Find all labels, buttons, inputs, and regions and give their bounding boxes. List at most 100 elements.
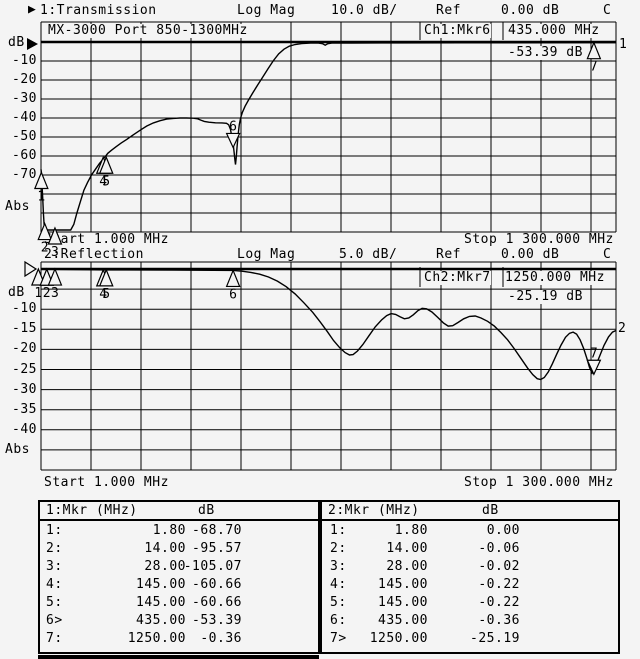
active-channel-arrow-icon: ▶ [28, 2, 37, 17]
marker-table-row: 7> 1250.00 -25.19 [322, 629, 618, 647]
marker-db-value: -95.57 [192, 541, 242, 556]
ch1-stop-freq: Stop 1 300.000 MHz [464, 232, 614, 247]
marker-db-value: -0.22 [478, 577, 520, 592]
marker-number: 5: [46, 595, 63, 610]
marker-frequency: 435.00 [136, 613, 186, 628]
ch2-y-axis-label: -25 [12, 361, 37, 377]
marker-frequency: 145.00 [378, 595, 428, 610]
ch1-marker-value: -53.39 dB [508, 45, 583, 60]
ch2-ref-arrow-icon [24, 260, 38, 278]
ch1-y-axis-label: -70 [12, 167, 37, 182]
marker-frequency: 28.00 [144, 559, 186, 574]
marker-number: 1: [330, 523, 347, 538]
ch2-abs-label: Abs [5, 442, 30, 457]
table1-title: 1:Mkr (MHz) [46, 503, 138, 518]
ch2-scale: 5.0 dB/ [339, 247, 398, 262]
marker-db-value: -25.19 [470, 631, 520, 646]
marker-db-value: -68.70 [192, 523, 242, 538]
ch2-marker-readout-label: Ch2:Mkr7 [424, 270, 491, 285]
marker-frequency: 145.00 [378, 577, 428, 592]
marker-frequency: 145.00 [136, 577, 186, 592]
bottom-edge-bar [38, 655, 319, 659]
marker-frequency: 14.00 [386, 541, 428, 556]
ch1-ref-arrow-icon [27, 38, 38, 50]
marker-frequency: 1.80 [152, 523, 186, 538]
ch2-marker-freq: 1250.000 MHz [505, 270, 605, 285]
marker-table-ch2-body: 1: 1.80 0.00 2: 14.00 -0.06 3: 28.00 -0.02 4: 145.… [322, 521, 618, 647]
ch1-y-axis-label: -60 [12, 148, 37, 163]
ch1-marker-freq: 435.000 MHz [508, 23, 600, 38]
ch2-y-axis-label: -40 [12, 421, 37, 437]
ch2-trace [40, 268, 617, 381]
marker-frequency: 145.00 [136, 595, 186, 610]
marker-db-value: -0.36 [478, 613, 520, 628]
ch1-trace [40, 42, 616, 231]
ch2-y-axis-label: -20 [12, 341, 37, 357]
marker-number: 4: [46, 577, 63, 592]
ch2-cal-indicator: C [603, 247, 612, 262]
ch1-trace-id: 1 [619, 37, 628, 52]
marker-frequency: 28.00 [386, 559, 428, 574]
marker-table-ch1-header: 1:Mkr (MHz) dB [40, 502, 318, 521]
marker-table-ch2: 2:Mkr (MHz) dB 1: 1.80 0.00 2: 14.00 -0.06 3: 2… [320, 500, 620, 654]
ch2-y-unit: dB [8, 285, 25, 300]
ch1-abs-label: Abs [5, 199, 30, 214]
table2-title: 2:Mkr (MHz) [328, 503, 420, 518]
marker-number: 3: [330, 559, 347, 574]
marker-frequency: 1250.00 [369, 631, 428, 646]
marker-number: 3: [46, 559, 63, 574]
ch1-y-axis-label: -10 [12, 53, 37, 68]
marker-number: 2: [46, 541, 63, 556]
ch2-trace-id: 2 [618, 321, 627, 336]
ch1-ref-value: 0.00 dB [501, 3, 560, 18]
table1-db-column-header: dB [198, 503, 215, 518]
marker-db-value: -0.06 [478, 541, 520, 556]
marker-db-value: -0.22 [478, 595, 520, 610]
ch1-y-axis-label: -40 [12, 110, 37, 125]
ch2-marker-value: -25.19 dB [508, 289, 583, 304]
marker-frequency: 1250.00 [127, 631, 186, 646]
table2-db-column-header: dB [482, 503, 499, 518]
marker-number: 7: [46, 631, 63, 646]
marker-db-value: -105.07 [183, 559, 242, 574]
marker-table-row: 3: 28.00 -0.02 [322, 557, 618, 575]
marker-number: 5: [330, 595, 347, 610]
ch2-ref-value: 0.00 dB [501, 247, 560, 262]
marker-db-value: -0.02 [478, 559, 520, 574]
marker-table-row: 4: 145.00 -60.66 [40, 575, 318, 593]
marker-table-row: 5: 145.00 -60.66 [40, 593, 318, 611]
ch1-y-axis-label: -20 [12, 72, 37, 87]
marker-number: 2: [330, 541, 347, 556]
ch1-y-unit: dB [8, 35, 25, 50]
marker-number: 6> [46, 613, 63, 628]
marker-db-value: -60.66 [192, 595, 242, 610]
marker-table-row: 3: 28.00 -105.07 [40, 557, 318, 575]
ch2-ref-label: Ref [436, 247, 461, 262]
ch2-start-freq: Start 1.000 MHz [44, 475, 169, 490]
marker-table-row: 7: 1250.00 -0.36 [40, 629, 318, 647]
ch2-y-axis-label: -35 [12, 401, 37, 417]
marker-number: 6: [330, 613, 347, 628]
ch2-y-axis-label: -15 [12, 321, 37, 337]
marker-db-value: 0.00 [486, 523, 520, 538]
marker-number: 1: [46, 523, 63, 538]
ch1-y-axis-label: -50 [12, 129, 37, 144]
marker-frequency: 14.00 [144, 541, 186, 556]
marker-table-row: 2: 14.00 -95.57 [40, 539, 318, 557]
marker-table-ch1-body: 1: 1.80 -68.70 2: 14.00 -95.57 3: 28.00 -105.07 4… [40, 521, 318, 647]
marker-table-row: 6> 435.00 -53.39 [40, 611, 318, 629]
ch1-y-axis-label: -30 [12, 91, 37, 106]
marker-number: 7> [330, 631, 347, 646]
marker-table-ch1: 1:Mkr (MHz) dB 1: 1.80 -68.70 2: 14.00 -95.57… [38, 500, 320, 654]
marker-db-value: -60.66 [192, 577, 242, 592]
marker-table-row: 2: 14.00 -0.06 [322, 539, 618, 557]
marker-frequency: 1.80 [394, 523, 428, 538]
marker-db-value: -53.39 [192, 613, 242, 628]
marker-table-row: 4: 145.00 -0.22 [322, 575, 618, 593]
marker-table-row: 1: 1.80 -68.70 [40, 521, 318, 539]
marker-table-row: 5: 145.00 -0.22 [322, 593, 618, 611]
marker-db-value: -0.36 [200, 631, 242, 646]
ch2-y-axis-label: -30 [12, 381, 37, 397]
marker-table-row: 1: 1.80 0.00 [322, 521, 618, 539]
